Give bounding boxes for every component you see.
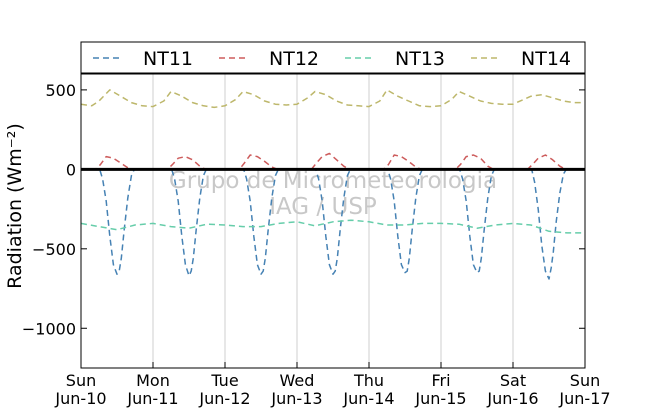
legend-label-nt14: NT14 (521, 48, 571, 70)
series-line-nt14 (80, 89, 585, 109)
series-line-nt12 (81, 152, 585, 171)
series-line-nt11 (81, 168, 585, 280)
xtick-label-day: Fri (431, 371, 450, 390)
xtick-label-date: Jun-10 (54, 389, 106, 408)
xtick-label-date: Jun-16 (486, 389, 538, 408)
series-lines (80, 89, 585, 280)
legend-label-nt13: NT13 (395, 48, 445, 70)
xtick-label-date: Jun-15 (414, 389, 466, 408)
ytick-label: 0 (66, 160, 76, 179)
xtick-label-date: Jun-14 (342, 389, 394, 408)
y-axis-label: Radiation (Wm⁻²) (4, 123, 26, 289)
xtick-label-date: Jun-12 (198, 389, 250, 408)
series-line-nt13 (80, 219, 585, 234)
xtick-label-day: Sun (570, 371, 600, 390)
watermark: Grupo de Micrometeorologia IAG / USP (169, 168, 497, 220)
ytick-label: 500 (45, 81, 76, 100)
xtick-label-day: Wed (280, 371, 315, 390)
xtick-label-date: Jun-13 (270, 389, 322, 408)
xtick-label-day: Sun (66, 371, 96, 390)
watermark-line-1: Grupo de Micrometeorologia (169, 168, 497, 194)
xtick-label-day: Mon (136, 371, 170, 390)
xtick-label-date: Jun-11 (126, 389, 178, 408)
ytick-label: −1000 (22, 319, 76, 338)
xtick-label-day: Tue (210, 371, 238, 390)
x-axis-ticks: SunJun-10MonJun-11TueJun-12WedJun-13ThuJ… (54, 362, 611, 408)
plot-frame (80, 73, 586, 369)
xtick-label-day: Thu (353, 371, 384, 390)
xtick-label-day: Sat (500, 371, 526, 390)
legend-label-nt11: NT11 (143, 48, 193, 70)
vertical-gridlines (152, 74, 514, 368)
legend-label-nt12: NT12 (269, 48, 319, 70)
legend-box (80, 41, 586, 74)
legend: NT11 NT12 NT13 NT14 (80, 41, 586, 74)
y-axis-ticks: 500 0 −500 −1000 (22, 81, 585, 338)
ytick-label: −500 (32, 240, 76, 259)
xtick-label-date: Jun-17 (558, 389, 610, 408)
